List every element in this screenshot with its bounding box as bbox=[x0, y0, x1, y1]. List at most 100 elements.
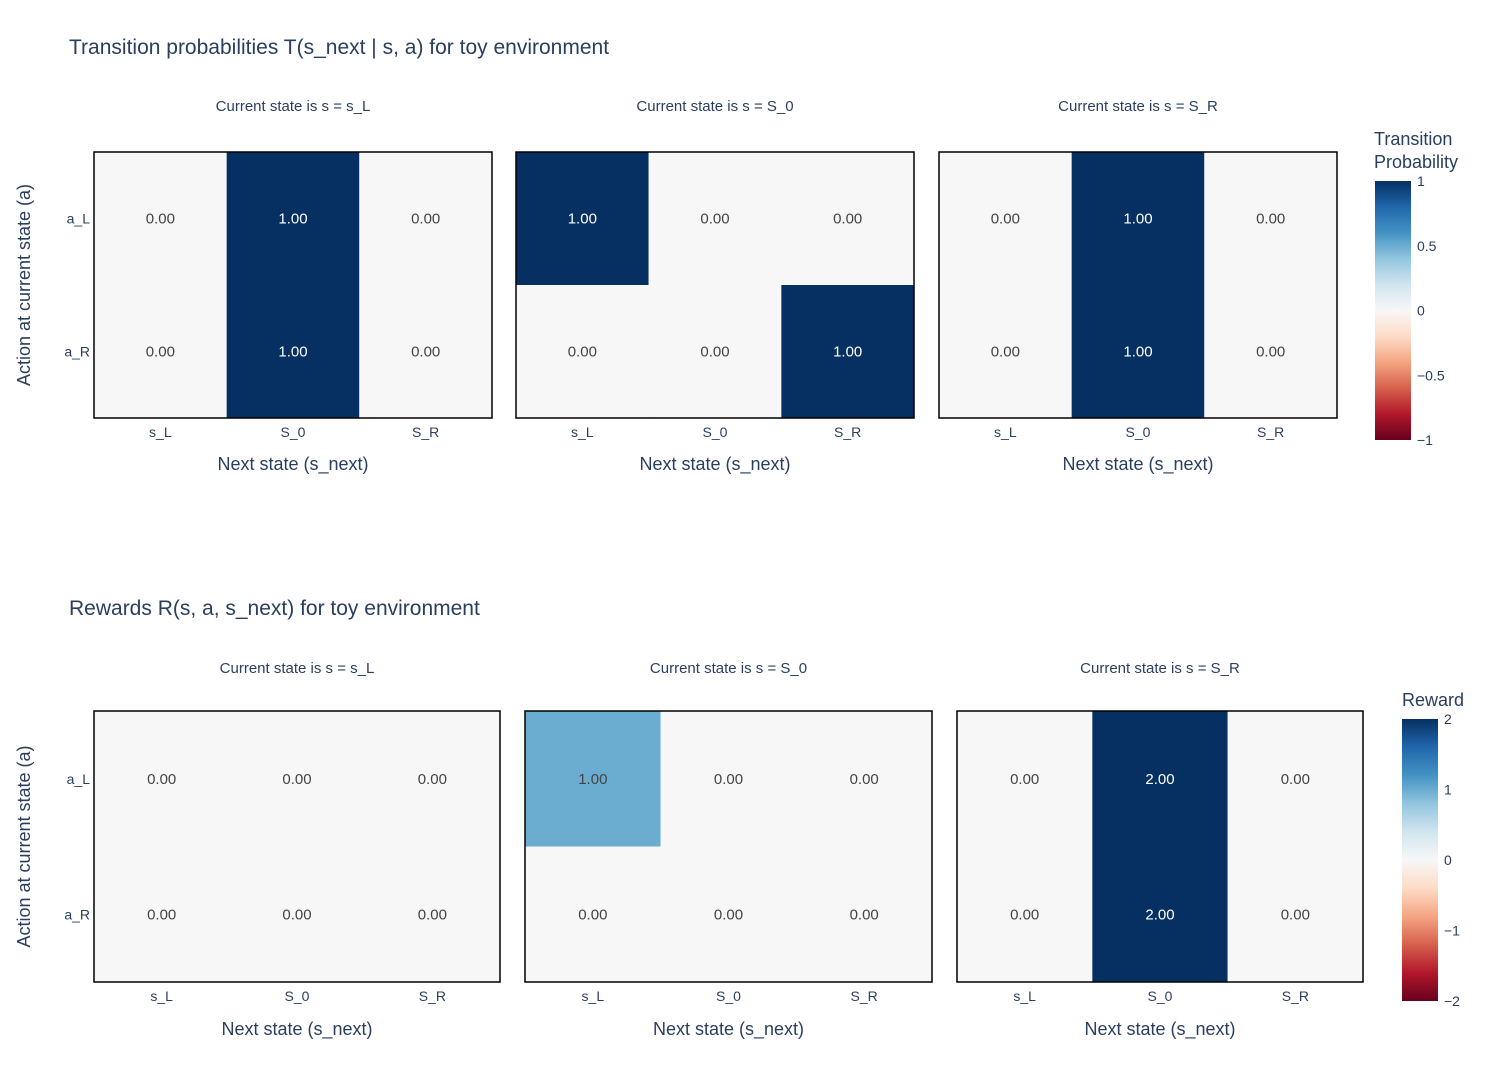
figure-0-y-tick-0: a_L bbox=[67, 211, 91, 227]
figure-1-subplot-0-x-tick-2: S_R bbox=[419, 988, 446, 1004]
figure-1-subplot-1-x-tick-1: S_0 bbox=[716, 988, 741, 1004]
figure-1-subplot-1-cell-label-1-0: 0.00 bbox=[578, 906, 607, 923]
figure-1-subplot-2-x-axis-title: Next state (s_next) bbox=[1084, 1019, 1235, 1040]
figure-0-subplot-2-x-axis-title: Next state (s_next) bbox=[1062, 454, 1213, 475]
figure-0-subplot-2-x-tick-1: S_0 bbox=[1126, 424, 1151, 440]
figure-0-y-tick-1: a_R bbox=[64, 344, 90, 360]
figure-0-subplot-1-x-tick-2: S_R bbox=[834, 424, 861, 440]
figure-1-subplot-2-cell-label-0-2: 0.00 bbox=[1281, 771, 1310, 788]
figure-1-subplot-0-cell-label-0-2: 0.00 bbox=[418, 771, 447, 788]
figure-0-colorbar-title-1: Probability bbox=[1374, 152, 1458, 172]
figure-0-subplot-1-cell-0-2 bbox=[781, 152, 914, 285]
figure-0-subplot-2-cell-label-1-0: 0.00 bbox=[991, 344, 1020, 361]
figure-0-subplot-0-frame bbox=[93, 151, 493, 419]
figure-1-subplot-0-cell-1-1 bbox=[229, 846, 365, 982]
figure-0-subplot-1-cell-label-1-2: 1.00 bbox=[833, 344, 862, 361]
figure-0-subplot-0-cell-1-2 bbox=[359, 285, 492, 418]
figure-1-subplot-2-x-tick-1: S_0 bbox=[1148, 988, 1173, 1004]
figure-0-subplot-2-cell-0-1 bbox=[1071, 152, 1205, 285]
figure-1-subplot-1-cell-0-0 bbox=[525, 711, 661, 847]
figure-0-subplot-2-cell-label-0-0: 0.00 bbox=[991, 211, 1020, 228]
figure-1-subplot-2-cell-label-0-1: 2.00 bbox=[1145, 771, 1174, 788]
figure-0-subplot-0-cell-label-0-2: 0.00 bbox=[411, 211, 440, 228]
figure-1-subplot-2-cell-0-1 bbox=[1092, 711, 1228, 847]
figure-0-subplot-0-cell-label-0-0: 0.00 bbox=[146, 211, 175, 228]
figure-1-colorbar-tick-0: 2 bbox=[1444, 711, 1452, 727]
figure-1-subplot-1-subtitle: Current state is s = S_0 bbox=[650, 660, 807, 677]
figure-0-subplot-2-cell-0-2 bbox=[1204, 152, 1337, 285]
figure-1-subplot-1-cell-0-1 bbox=[660, 711, 797, 847]
figure-0-y-axis-title: Action at current state (a) bbox=[14, 184, 34, 386]
figure-1-colorbar-tick-3: −1 bbox=[1444, 923, 1460, 939]
figure-0-subplot-1-subtitle: Current state is s = S_0 bbox=[636, 98, 793, 115]
figure-0-subplot-2-cell-label-1-2: 0.00 bbox=[1256, 344, 1285, 361]
figure-1-subplot-2-x-tick-2: S_R bbox=[1282, 988, 1309, 1004]
figure-0-colorbar-tick-3: −0.5 bbox=[1417, 367, 1445, 383]
figure-1-subplot-0-x-tick-1: S_0 bbox=[285, 988, 310, 1004]
figure-1-subplot-1-cell-0-2 bbox=[796, 711, 932, 847]
figure-0-subplot-0-x-tick-0: s_L bbox=[149, 424, 172, 440]
figure-1-y-axis-title: Action at current state (a) bbox=[14, 745, 34, 947]
figure-1-subplot-2-cell-0-2 bbox=[1227, 711, 1363, 847]
figure-1-subplot-1-frame bbox=[524, 710, 933, 983]
figure-1-subplot-2-cell-0-0 bbox=[957, 711, 1093, 847]
figure-1-subplot-0-cell-0-1 bbox=[229, 711, 365, 847]
figure-0-subplot-1-cell-1-0 bbox=[516, 285, 649, 418]
figure-1-subplot-1-cell-label-0-1: 0.00 bbox=[714, 771, 743, 788]
figure-0-colorbar-tick-0: 1 bbox=[1417, 173, 1425, 189]
figure-1-y-tick-0: a_L bbox=[67, 771, 91, 787]
figure-0-subplot-2-cell-label-0-1: 1.00 bbox=[1123, 211, 1152, 228]
figure-1-title: Rewards R(s, a, s_next) for toy environm… bbox=[69, 597, 480, 620]
figure-1-colorbar bbox=[1402, 719, 1438, 1001]
figure-1-subplot-2-cell-1-1 bbox=[1092, 846, 1228, 982]
figure-1-subplot-1-cell-1-1 bbox=[660, 846, 797, 982]
figure-0-subplot-1-cell-1-1 bbox=[648, 285, 782, 418]
figure-0-subplot-0-cell-0-2 bbox=[359, 152, 492, 285]
figure-0-colorbar bbox=[1375, 181, 1411, 440]
figure-0-subplot-0-cell-0-0 bbox=[94, 152, 227, 285]
figure-1-subplot-1-cell-label-1-2: 0.00 bbox=[850, 906, 879, 923]
figure-0-subplot-2-cell-0-0 bbox=[939, 152, 1072, 285]
figure-1-subplot-0-cell-label-0-1: 0.00 bbox=[282, 771, 311, 788]
figure-1-subplot-2-cell-label-1-2: 0.00 bbox=[1281, 906, 1310, 923]
figure-0-subplot-1-cell-1-2 bbox=[781, 285, 914, 418]
figure-0-subplot-0-subtitle: Current state is s = s_L bbox=[216, 98, 371, 115]
figure-1-subplot-0-frame bbox=[93, 710, 501, 983]
figure-1-subplot-1-x-tick-0: s_L bbox=[582, 988, 605, 1004]
figure-1-subplot-0-cell-0-0 bbox=[94, 711, 230, 847]
figure-0-subplot-2-x-tick-2: S_R bbox=[1257, 424, 1284, 440]
figure-0-subplot-0-cell-0-1 bbox=[226, 152, 360, 285]
figure-1-subplot-2-cell-1-2 bbox=[1227, 846, 1363, 982]
figure-0-colorbar-tick-2: 0 bbox=[1417, 303, 1425, 319]
figure-1-subplot-0-cell-1-0 bbox=[94, 846, 230, 982]
figure-1-subplot-1-x-tick-2: S_R bbox=[851, 988, 878, 1004]
figure-1-y-tick-1: a_R bbox=[64, 906, 90, 922]
figure-0-subplot-1-cell-label-0-2: 0.00 bbox=[833, 211, 862, 228]
figure-0-subplot-2-subtitle: Current state is s = S_R bbox=[1058, 98, 1218, 115]
figure-1-colorbar-tick-2: 0 bbox=[1444, 852, 1452, 868]
figure-0-subplot-2-x-tick-0: s_L bbox=[994, 424, 1017, 440]
figure-0-subplot-1-cell-label-0-1: 0.00 bbox=[700, 211, 729, 228]
figure-1-subplot-2-cell-label-1-1: 2.00 bbox=[1145, 906, 1174, 923]
figure-1-subplot-0-cell-0-2 bbox=[364, 711, 500, 847]
figure-0-subplot-0-cell-label-1-0: 0.00 bbox=[146, 344, 175, 361]
figure-1-subplot-1-cell-label-0-2: 0.00 bbox=[850, 771, 879, 788]
figure-0-subplot-1-cell-label-1-1: 0.00 bbox=[700, 344, 729, 361]
figure-1-subplot-2-cell-label-1-0: 0.00 bbox=[1010, 906, 1039, 923]
figure-0-subplot-0-x-tick-1: S_0 bbox=[281, 424, 306, 440]
figure-1-subplot-0-x-tick-0: s_L bbox=[150, 988, 173, 1004]
figure-1-subplot-2-frame bbox=[956, 710, 1364, 983]
figure-0-subplot-1-cell-0-0 bbox=[516, 152, 649, 285]
figure-1-subplot-0-cell-label-1-2: 0.00 bbox=[418, 906, 447, 923]
figure-1-subplot-0-cell-label-0-0: 0.00 bbox=[147, 771, 176, 788]
figure-0-subplot-2-frame bbox=[938, 151, 1338, 419]
figure-0-subplot-0-x-axis-title: Next state (s_next) bbox=[217, 454, 368, 475]
figure-0-subplot-1-cell-label-0-0: 1.00 bbox=[568, 211, 597, 228]
figure-1-subplot-2-x-tick-0: s_L bbox=[1013, 988, 1036, 1004]
figure-0-subplot-2-cell-label-0-2: 0.00 bbox=[1256, 211, 1285, 228]
figure-0-subplot-2-cell-1-1 bbox=[1071, 285, 1205, 418]
figure-0-subplot-1-x-tick-1: S_0 bbox=[703, 424, 728, 440]
figure-1-subplot-1-x-axis-title: Next state (s_next) bbox=[653, 1019, 804, 1040]
figure-1-colorbar-tick-4: −2 bbox=[1444, 993, 1460, 1009]
